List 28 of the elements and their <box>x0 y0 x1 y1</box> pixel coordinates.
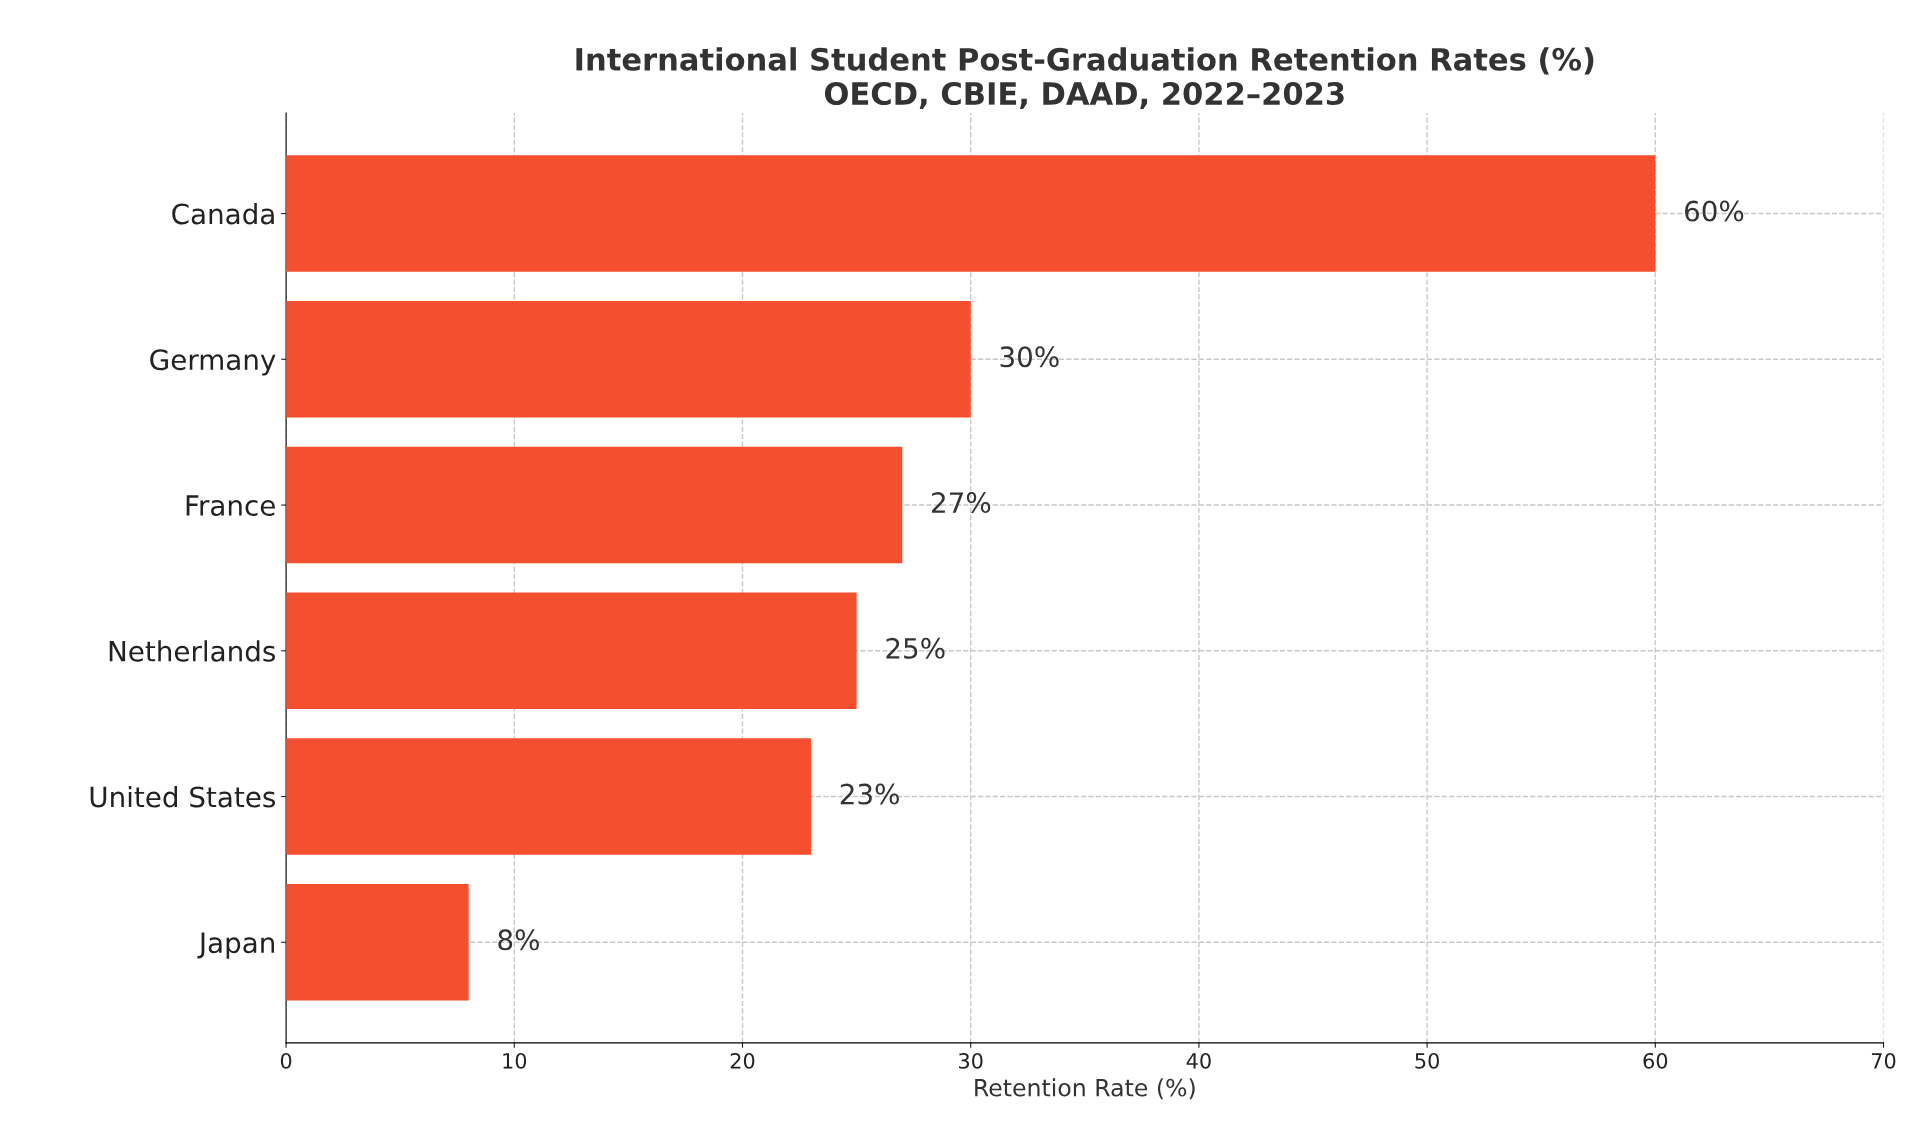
bar <box>286 884 469 1001</box>
data-label: 30% <box>1000 346 1059 368</box>
x-tick-label: 30 <box>959 1052 983 1069</box>
x-tick-label: 40 <box>1186 1052 1211 1069</box>
bar <box>286 446 903 564</box>
y-tick-label: France <box>186 495 275 516</box>
data-label: 25% <box>886 637 945 659</box>
data-label: 27% <box>932 492 991 514</box>
x-axis-title: Retention Rate (%) <box>975 1078 1195 1100</box>
x-tick-label: 10 <box>503 1052 527 1069</box>
y-tick-label: United States <box>90 786 275 808</box>
chart-title: International Student Post-Graduation Retention Rates (%) OECD, CBIE, DAAD, 2022–2023 <box>576 47 1594 109</box>
x-tick-label: 0 <box>280 1052 292 1069</box>
data-label: 8% <box>498 929 539 951</box>
data-label: 60% <box>1685 200 1744 222</box>
y-tick-label: Germany <box>150 349 276 376</box>
bar <box>286 592 857 710</box>
x-tick-label: 50 <box>1415 1052 1439 1069</box>
x-tick-label: 20 <box>730 1052 755 1069</box>
x-tick-label: 60 <box>1643 1052 1668 1069</box>
y-tick-label: Canada <box>172 202 274 225</box>
x-tick-label: 70 <box>1871 1052 1896 1069</box>
bar <box>286 155 1656 272</box>
bar <box>286 300 971 418</box>
y-tick-label: Netherlands <box>109 640 275 662</box>
y-tick-label: Japan <box>197 932 274 959</box>
bar <box>286 738 811 855</box>
data-label: 23% <box>840 783 899 805</box>
